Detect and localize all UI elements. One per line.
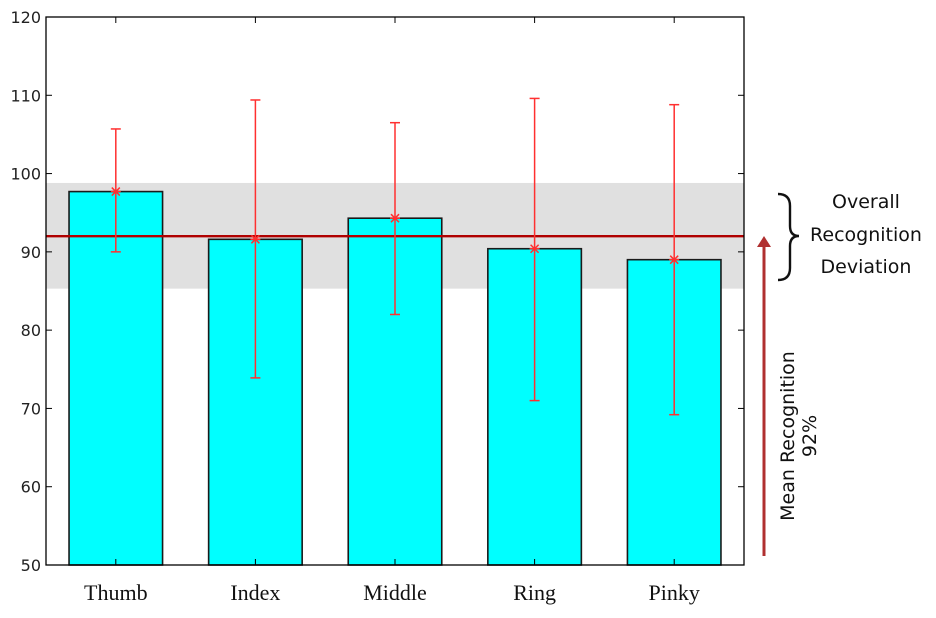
- y-tick-label: 60: [21, 478, 41, 497]
- plot-area: [45, 16, 745, 566]
- y-tick-label: 80: [21, 321, 41, 340]
- y-tick-label: 100: [10, 165, 41, 184]
- bar-thumb: [68, 190, 164, 566]
- x-tick-label-pinky: Pinky: [649, 580, 700, 605]
- deviation-bracket: [777, 192, 800, 282]
- y-axis: 50 60 70 80 90 100 110 120: [10, 8, 744, 575]
- x-axis: Thumb Index Middle Ring Pinky: [84, 17, 700, 605]
- deviation-label-line-1: Overall: [832, 191, 900, 213]
- error-bar-pinky: [669, 103, 680, 416]
- deviation-label-line-3: Deviation: [821, 256, 912, 278]
- error-bar-ring: [529, 97, 540, 402]
- mean-label-line-1: Mean Recognition: [777, 351, 799, 521]
- y-tick-label: 120: [10, 8, 41, 27]
- error-bar-middle: [390, 121, 400, 316]
- mean-arrow-head: [757, 236, 771, 247]
- y-tick-label: 90: [21, 243, 41, 262]
- y-tick-label: 50: [21, 556, 41, 575]
- mean-label-line-2: 92%: [799, 415, 821, 457]
- x-tick-label-middle: Middle: [363, 580, 427, 605]
- y-tick-label: 110: [10, 86, 41, 105]
- error-bar-thumb: [110, 128, 121, 253]
- error-bar-index: [250, 99, 261, 379]
- deviation-annotation: Overall Recognition Deviation: [777, 191, 922, 282]
- x-tick-label-ring: Ring: [513, 580, 556, 605]
- x-tick-label-thumb: Thumb: [84, 580, 148, 605]
- mean-annotation: Mean Recognition 92%: [757, 236, 821, 556]
- deviation-label-line-2: Recognition: [810, 224, 922, 246]
- y-tick-label: 70: [21, 399, 41, 418]
- x-tick-label-index: Index: [230, 580, 280, 605]
